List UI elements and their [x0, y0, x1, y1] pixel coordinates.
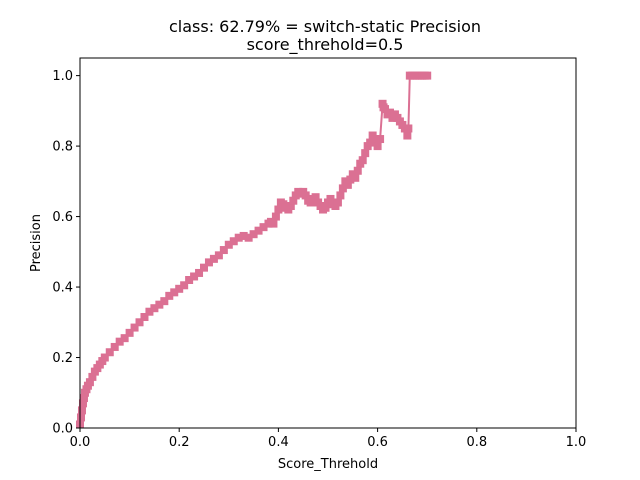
- x-tick-label: 0.6: [367, 435, 388, 450]
- data-point: [214, 251, 223, 260]
- data-point: [180, 281, 189, 290]
- x-tick-label: 0.2: [169, 435, 190, 450]
- data-point: [165, 291, 174, 300]
- y-tick-label: 1.0: [52, 69, 73, 84]
- data-point: [170, 288, 179, 297]
- data-point: [311, 193, 320, 202]
- data-point: [271, 212, 280, 221]
- data-point: [200, 263, 208, 272]
- data-point: [338, 184, 347, 193]
- data-point: [79, 394, 88, 403]
- data-point: [125, 328, 134, 337]
- data-point: [403, 131, 412, 140]
- y-tick-label: 0.6: [52, 210, 73, 225]
- chart-subtitle: score_threhold=0.5: [247, 35, 404, 55]
- data-point: [100, 353, 109, 362]
- data-point: [286, 202, 295, 210]
- data-point: [88, 372, 97, 381]
- y-tick-label: 0.4: [52, 281, 73, 296]
- data-point: [234, 233, 243, 242]
- x-tick-label: 1.0: [566, 435, 587, 450]
- data-point: [140, 313, 149, 321]
- x-tick-label: 0.0: [70, 435, 91, 450]
- data-point: [239, 231, 248, 240]
- data-point: [346, 175, 355, 184]
- series-line: [79, 74, 428, 425]
- data-point: [269, 219, 278, 228]
- data-point: [404, 124, 413, 133]
- data-point: [190, 272, 199, 281]
- data-point: [160, 297, 169, 306]
- y-axis-label: Precision: [29, 214, 44, 272]
- data-point: [343, 180, 352, 189]
- data-point: [115, 337, 124, 346]
- data-point: [105, 348, 114, 357]
- data-point: [351, 173, 360, 182]
- y-tick-label: 0.2: [52, 351, 73, 366]
- data-point: [130, 323, 139, 332]
- data-point: [150, 304, 159, 313]
- data-point: [135, 318, 144, 327]
- data-point: [209, 254, 218, 263]
- data-point: [155, 300, 164, 309]
- data-point: [366, 138, 375, 147]
- data-point: [85, 378, 94, 387]
- data-point: [326, 194, 335, 203]
- data-point: [229, 237, 238, 246]
- data-point: [76, 413, 85, 422]
- data-point: [219, 246, 228, 255]
- data-point: [175, 284, 184, 293]
- data-point: [274, 205, 283, 214]
- data-point: [321, 203, 330, 212]
- x-axis-label: Score_Threhold: [278, 457, 378, 472]
- data-point: [77, 406, 86, 415]
- y-tick-label: 0.8: [52, 140, 73, 155]
- data-point: [78, 399, 87, 408]
- data-point: [376, 135, 385, 144]
- data-point: [249, 230, 258, 239]
- x-tick-label: 0.4: [268, 435, 289, 450]
- data-point: [145, 307, 154, 316]
- chart-title: class: 62.79% = switch-static Precision: [169, 17, 481, 36]
- plot-area: 0.0 0.2 0.4 0.6 0.8 1.0 0.0 0.2 0.4 0.6 0.8 1.0: [52, 57, 587, 450]
- data-point: [224, 240, 233, 249]
- data-point: [110, 342, 119, 351]
- data-point: [353, 166, 362, 175]
- data-point: [254, 226, 263, 235]
- x-tick-label: 0.8: [466, 435, 487, 450]
- data-point: [195, 268, 204, 277]
- data-point: [289, 196, 298, 205]
- y-tick-label: 0.0: [52, 422, 73, 437]
- data-point: [358, 156, 367, 165]
- data-point: [386, 108, 394, 117]
- data-point: [301, 191, 310, 200]
- plot-frame: [79, 57, 577, 429]
- data-point: [423, 71, 432, 80]
- data-point: [361, 149, 370, 158]
- data-point: [185, 276, 194, 284]
- data-point: [381, 105, 390, 114]
- data-point: [204, 258, 213, 267]
- data-point: [244, 233, 253, 242]
- data-point: [120, 334, 129, 343]
- data-point: [371, 135, 380, 144]
- data-point: [333, 198, 342, 207]
- data-point: [373, 142, 382, 151]
- data-point: [336, 191, 345, 200]
- data-point: [259, 223, 268, 232]
